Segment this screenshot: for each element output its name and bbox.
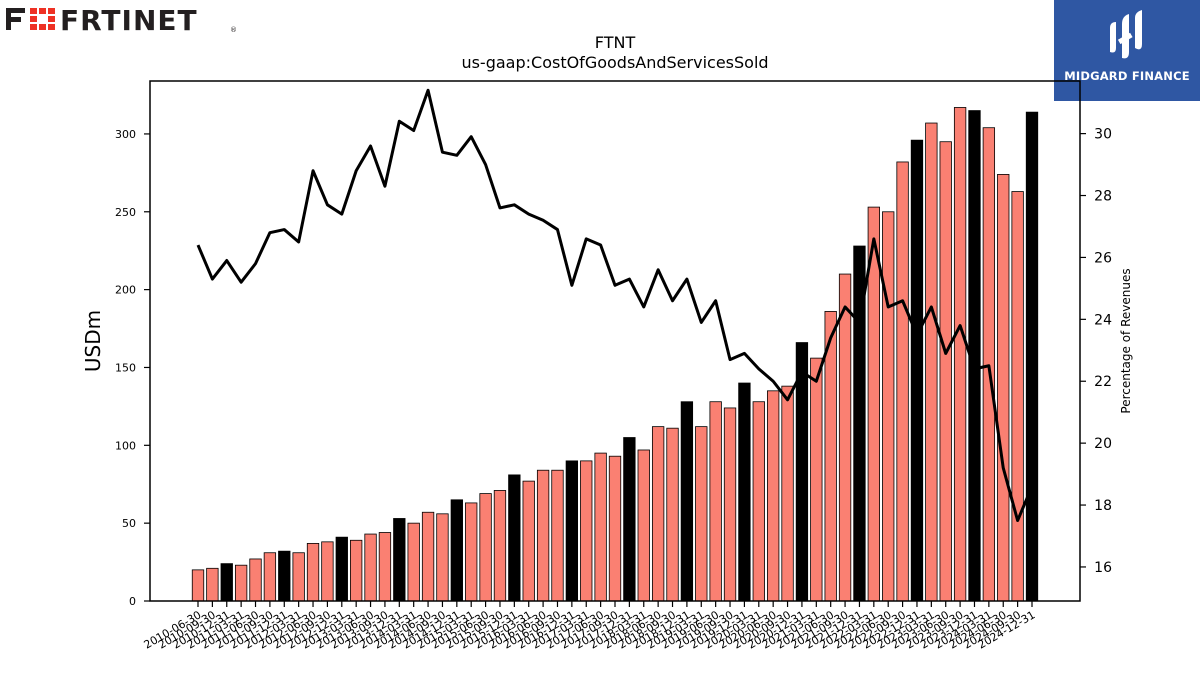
y-tick-label: 0 bbox=[129, 595, 136, 608]
bar-2013-12-31 bbox=[393, 518, 406, 602]
bar-2016-09-30 bbox=[551, 469, 564, 602]
bar-2015-12-31 bbox=[508, 474, 521, 602]
y-tick-label: 50 bbox=[122, 517, 136, 530]
bar-2022-06-30 bbox=[882, 211, 895, 602]
bar-2022-12-31 bbox=[910, 139, 924, 602]
bar-2013-03-31 bbox=[350, 539, 363, 602]
y-tick-label: 100 bbox=[115, 439, 136, 452]
bar-2015-03-31 bbox=[465, 502, 478, 602]
y2-tick-label: 20 bbox=[1094, 436, 1112, 452]
bar-2011-09-30 bbox=[263, 552, 277, 602]
bar-2022-09-30 bbox=[896, 161, 909, 602]
fortinet-logo: FRTINET ® bbox=[4, 2, 237, 37]
line-series-percentage bbox=[196, 88, 1034, 523]
bar-2020-03-31 bbox=[752, 401, 765, 602]
bar-2023-03-31 bbox=[925, 122, 938, 602]
y2-tick-label: 18 bbox=[1094, 498, 1112, 514]
bar-2018-03-31 bbox=[637, 449, 650, 602]
bar-2021-06-30 bbox=[824, 311, 837, 602]
y-tick-label: 300 bbox=[115, 128, 136, 141]
bar-2019-03-31 bbox=[695, 426, 708, 602]
bar-2012-09-30 bbox=[321, 541, 334, 602]
bar-2011-06-30 bbox=[249, 558, 262, 602]
bar-2011-12-31 bbox=[278, 550, 291, 602]
svg-text:®: ® bbox=[230, 26, 236, 34]
fortinet-logo-text: FRTINET bbox=[60, 4, 198, 36]
fortinet-logo-graphic: FRTINET ® bbox=[6, 4, 237, 37]
bar-2024-09-30 bbox=[1011, 191, 1024, 602]
bar-2011-03-31 bbox=[234, 564, 248, 602]
bar-2016-12-31 bbox=[565, 460, 579, 602]
bar-2018-09-30 bbox=[666, 427, 679, 602]
chart-subtitle: us-gaap:CostOfGoodsAndServicesSold bbox=[461, 53, 768, 72]
y-tick-label: 150 bbox=[115, 361, 136, 374]
y2-tick-label: 26 bbox=[1094, 250, 1112, 266]
y-axis-label: USDm bbox=[81, 310, 105, 372]
bar-2023-06-30 bbox=[939, 141, 952, 602]
bar-2018-12-31 bbox=[680, 401, 694, 602]
y2-tick-label: 22 bbox=[1094, 374, 1112, 390]
bar-2013-09-30 bbox=[378, 532, 392, 602]
bar-2015-09-30 bbox=[493, 490, 507, 602]
bar-2024-06-30 bbox=[997, 174, 1010, 602]
bar-2012-06-30 bbox=[306, 542, 320, 602]
bar-2016-06-30 bbox=[536, 469, 550, 602]
y-tick-label: 250 bbox=[115, 206, 136, 219]
bar-2017-12-31 bbox=[623, 437, 636, 602]
bar-2013-06-30 bbox=[364, 533, 377, 602]
bar-2010-06-30 bbox=[191, 569, 205, 602]
y2-tick-label: 28 bbox=[1094, 189, 1112, 205]
y2-tick-label: 24 bbox=[1094, 312, 1112, 328]
bar-2017-09-30 bbox=[608, 455, 622, 602]
bar-2019-06-30 bbox=[709, 401, 722, 602]
bar-2014-12-31 bbox=[450, 499, 463, 602]
bar-2014-09-30 bbox=[436, 513, 449, 602]
bar-2018-06-30 bbox=[651, 426, 665, 602]
bar-2017-03-31 bbox=[580, 460, 593, 602]
bar-2012-03-31 bbox=[292, 552, 305, 602]
bar-2021-09-30 bbox=[838, 273, 852, 602]
bar-2010-12-31 bbox=[220, 563, 233, 602]
bar-2017-06-30 bbox=[594, 452, 607, 602]
y2-tick-label: 30 bbox=[1094, 127, 1112, 143]
y2-tick-label: 16 bbox=[1094, 560, 1112, 576]
bar-2024-12-31 bbox=[1025, 111, 1039, 602]
bar-2016-03-31 bbox=[522, 480, 535, 602]
bar-2019-12-31 bbox=[738, 382, 751, 602]
bar-2020-06-30 bbox=[767, 390, 780, 602]
bar-2014-03-31 bbox=[407, 522, 420, 602]
midgard-finance-text: MIDGARD FINANCE bbox=[1064, 69, 1190, 83]
bar-2023-09-30 bbox=[953, 107, 967, 602]
midgard-finance-badge: MIDGARD FINANCE bbox=[1054, 0, 1200, 101]
y-tick-label: 200 bbox=[115, 284, 136, 297]
bar-2021-03-31 bbox=[810, 357, 823, 602]
bar-2015-06-30 bbox=[479, 493, 492, 602]
midgard-finance-icon bbox=[1110, 10, 1142, 59]
bar-2010-09-30 bbox=[206, 567, 219, 602]
chart-title: FTNT bbox=[595, 33, 636, 52]
y2-axis-label: Percentage of Revenues bbox=[1119, 268, 1133, 413]
bar-2020-09-30 bbox=[781, 385, 794, 602]
bar-2014-06-30 bbox=[421, 511, 435, 602]
bar-2019-09-30 bbox=[723, 407, 737, 602]
bar-2012-12-31 bbox=[335, 536, 348, 602]
